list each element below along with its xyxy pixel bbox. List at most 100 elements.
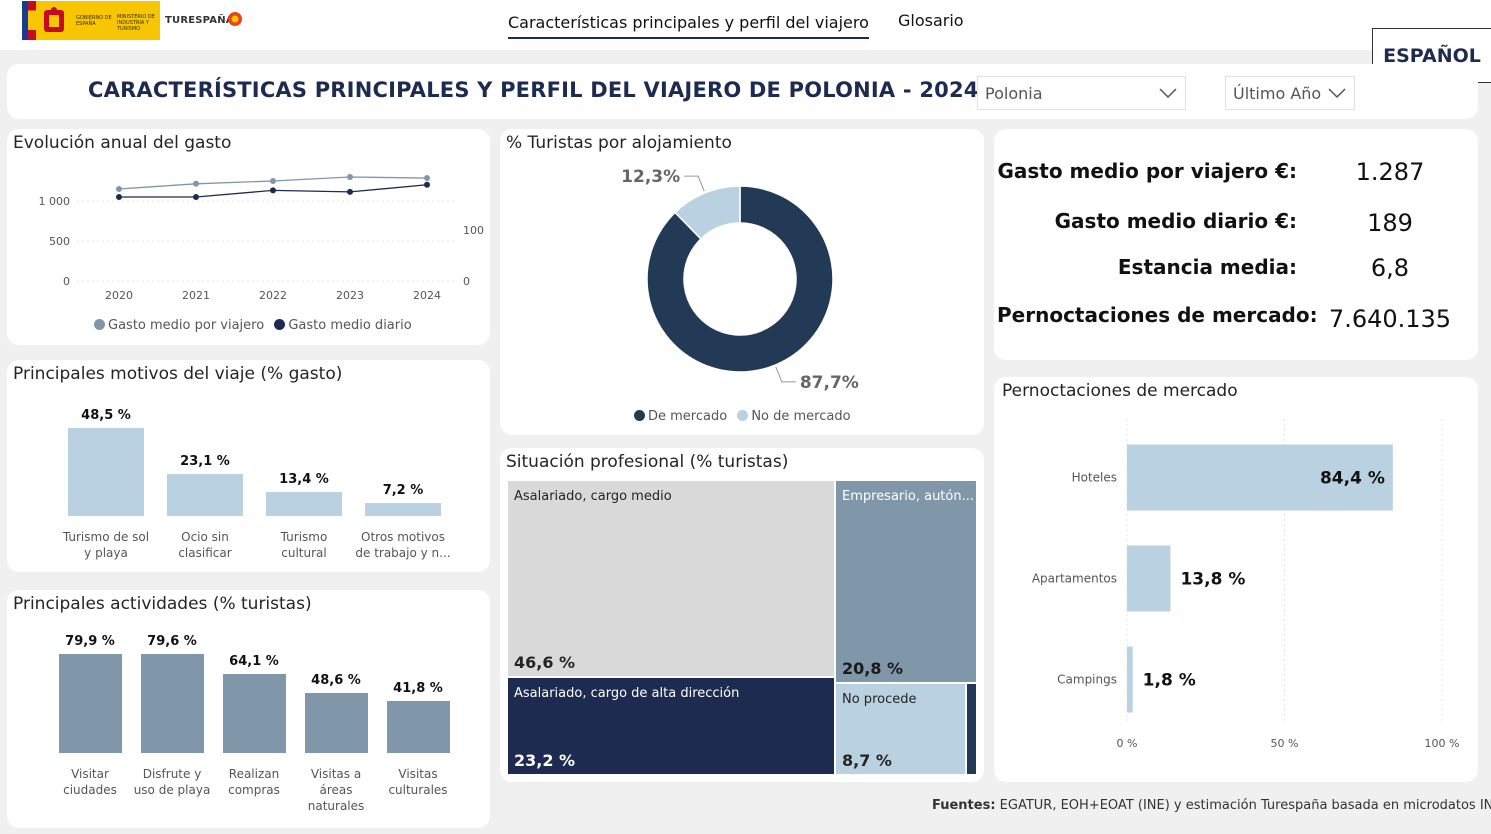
category-label: Apartamentos (1032, 572, 1117, 586)
pie-slice[interactable] (646, 185, 834, 373)
bar-value-label: 13,4 % (279, 471, 329, 487)
legend-dot-viajero (94, 319, 105, 330)
bar[interactable] (167, 474, 243, 516)
series-point[interactable] (347, 174, 353, 180)
series-point[interactable] (193, 180, 199, 187)
category-label-line: ciudades (63, 783, 117, 797)
chevron-down-icon (1159, 88, 1177, 99)
period-select[interactable]: Último Año (1225, 76, 1355, 110)
hbar[interactable] (1127, 646, 1133, 713)
kpi-value-gasto-viajero: 1.287 (1355, 158, 1425, 186)
series-point[interactable] (347, 188, 353, 195)
legend-no-mercado: No de mercado (751, 409, 851, 424)
bar-value-label: 79,6 % (147, 634, 197, 650)
bar-value-label: 41,8 % (393, 681, 443, 697)
x-tick: 50 % (1271, 737, 1299, 750)
y-tick-right: 0 (463, 275, 470, 288)
treemap-no-procede[interactable]: No procede 8,7 % (835, 683, 966, 775)
evolucion-chart: 0 500 1 000 0 100 2020 2021 2022 2023 2024 (39, 174, 484, 302)
motivos-title: Principales motivos del viaje (% gasto) (13, 364, 343, 384)
turespana-logo: TURESPAÑA (165, 15, 234, 26)
bar[interactable] (386, 701, 450, 753)
legend-diario: Gasto medio diario (288, 318, 412, 333)
x-tick: 2021 (182, 289, 210, 302)
x-tick: 100 % (1425, 737, 1460, 750)
bar-value-label: 64,1 % (229, 653, 279, 669)
series-point[interactable] (270, 178, 276, 184)
pie-label: 87,7% (800, 373, 859, 393)
category-label-line: cultural (281, 546, 327, 560)
y-tick-left: 1 000 (39, 195, 71, 208)
treemap-label: No procede (842, 692, 917, 707)
country-select[interactable]: Polonia (977, 76, 1186, 110)
treemap-cargo-medio[interactable]: Asalariado, cargo medio 46,6 % (507, 480, 835, 677)
x-tick: 2022 (259, 289, 287, 302)
treemap-value: 20,8 % (842, 659, 904, 678)
legend-dot-mercado (634, 410, 645, 421)
treemap-label: Empresario, autón... (842, 489, 974, 504)
bar[interactable] (140, 654, 204, 753)
hbar[interactable] (1127, 444, 1393, 511)
category-label-line: culturales (388, 783, 448, 797)
gov-logo-text: GOBIERNO DE ESPAÑA (76, 15, 112, 27)
alojamiento-chart: 87,7% 12,3% (621, 167, 859, 393)
chevron-down-icon (1328, 88, 1346, 99)
y-tick-left: 0 (63, 275, 70, 288)
treemap-label: Asalariado, cargo de alta dirección (514, 686, 740, 701)
category-label: Ocio sin clasificar (155, 529, 255, 561)
treemap-alta-direccion[interactable]: Asalariado, cargo de alta dirección 23,2… (507, 677, 835, 775)
sources-label: Fuentes: (932, 798, 996, 813)
bar[interactable] (266, 491, 342, 516)
series-point[interactable] (424, 181, 430, 188)
period-select-value: Último Año (1233, 83, 1322, 103)
tab-caracteristicas[interactable]: Características principales y perfil del… (508, 13, 869, 39)
bar-value-label: 48,6 % (311, 672, 361, 688)
bar-value-label: 13,8 % (1180, 570, 1245, 590)
tab-glosario[interactable]: Glosario (898, 11, 964, 30)
category-label: Hoteles (1072, 471, 1117, 485)
kpi-value-estancia: 6,8 (1370, 254, 1410, 282)
category-label: Disfrute y uso de playa (122, 766, 222, 798)
actividades-card: Principales actividades (% turistas) 79,… (7, 590, 490, 828)
bar-value-label: 1,8 % (1143, 671, 1196, 691)
motivos-chart: 48,5 % Turismo de sol y playa 23,1 % Ocio si… (7, 360, 490, 572)
category-label-line: Otros motivos (361, 530, 445, 544)
pie-slice[interactable] (674, 185, 741, 240)
treemap-value: 8,7 % (842, 751, 892, 770)
pie-leader-line (684, 175, 705, 192)
bar[interactable] (58, 654, 122, 753)
bar[interactable] (222, 673, 286, 753)
y-tick-right: 100 (463, 224, 484, 237)
treemap-value: 46,6 % (514, 653, 576, 672)
bar-value-label: 84,4 % (1320, 469, 1385, 489)
hbar[interactable] (1127, 545, 1171, 612)
legend-dot-no-mercado (737, 410, 749, 421)
category-label-line: uso de playa (133, 783, 211, 797)
series-point[interactable] (193, 194, 199, 200)
bar[interactable] (365, 502, 441, 516)
series-point[interactable] (116, 186, 122, 192)
category-label-line: Visitas (398, 767, 438, 781)
category-label-line: compras (228, 783, 280, 797)
bar[interactable] (304, 692, 368, 753)
sources-footer: Fuentes: EGATUR, EOH+EOAT (INE) y estima… (932, 798, 1491, 813)
series-point[interactable] (270, 187, 276, 194)
kpi-card: Gasto medio por viajero €: 1.287 Gasto m… (994, 129, 1478, 360)
evolucion-card: Evolución anual del gasto 0 500 1 000 0 100 2… (7, 129, 490, 345)
eu-stripe (22, 1, 28, 40)
legend-mercado: De mercado (648, 409, 728, 424)
kpi-label-estancia: Estancia media: (1117, 255, 1297, 279)
treemap-other[interactable] (966, 683, 977, 775)
bar[interactable] (68, 428, 144, 516)
category-label-line: áreas (319, 783, 353, 797)
series-point[interactable] (116, 194, 122, 200)
motivos-card: Principales motivos del viaje (% gasto) … (7, 360, 490, 572)
treemap-value: 23,2 % (514, 751, 576, 770)
pernoctaciones-card: Pernoctaciones de mercado 0 % 50 % 100 % Ho… (994, 377, 1478, 782)
treemap-empresario[interactable]: Empresario, autón... 20,8 % (835, 480, 977, 683)
series-point[interactable] (424, 175, 430, 182)
category-label-line: Visitar (71, 767, 109, 781)
category-label: Visitas a áreas naturales (286, 766, 386, 814)
page-title: CARACTERÍSTICAS PRINCIPALES Y PERFIL DEL… (88, 78, 979, 102)
category-label-line: naturales (307, 799, 365, 813)
